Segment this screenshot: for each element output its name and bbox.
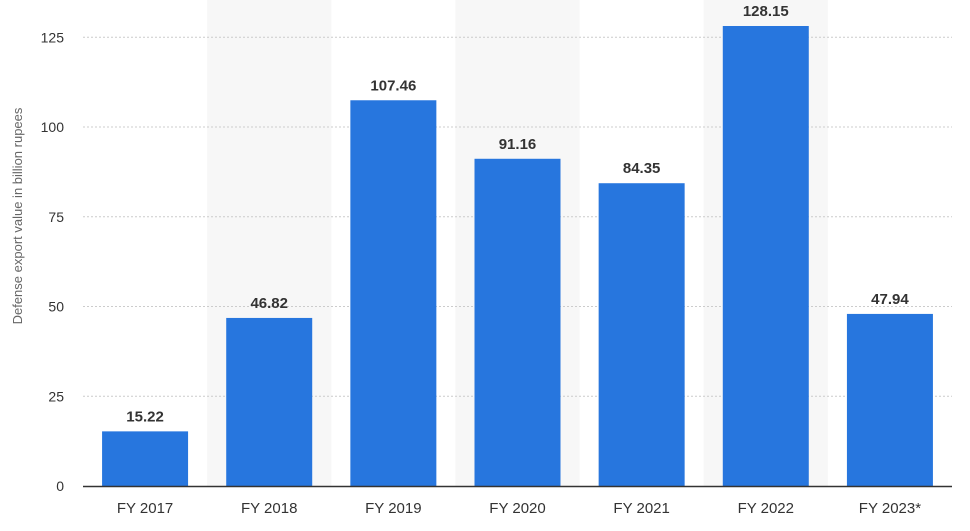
x-tick-label: FY 2021 <box>613 500 669 517</box>
bar <box>474 158 561 486</box>
y-tick-label: 125 <box>41 29 65 45</box>
y-tick-label: 0 <box>56 478 64 494</box>
x-tick-label: FY 2018 <box>241 500 297 517</box>
y-tick-label: 50 <box>48 299 64 315</box>
bar <box>102 431 189 486</box>
value-label: 15.22 <box>126 408 164 425</box>
bar <box>598 183 685 487</box>
value-label: 91.16 <box>499 136 537 153</box>
x-tick-label: FY 2023* <box>859 500 921 517</box>
x-tick-label: FY 2022 <box>738 500 794 517</box>
value-label: 46.82 <box>250 295 288 312</box>
bar <box>226 317 313 486</box>
bar <box>722 26 809 486</box>
bars <box>102 26 933 487</box>
y-tick-label: 75 <box>48 209 64 225</box>
bar <box>350 100 437 487</box>
y-tick-label: 100 <box>41 119 65 135</box>
x-tick-label: FY 2017 <box>117 500 173 517</box>
x-tick-label: FY 2020 <box>489 500 545 517</box>
value-label: 107.46 <box>370 77 416 94</box>
bar <box>846 313 933 486</box>
y-axis-ticks: 0 25 50 75 100 125 <box>41 29 65 494</box>
y-tick-label: 25 <box>48 388 64 404</box>
value-label: 128.15 <box>743 3 789 20</box>
y-axis-title: Defense export value in billion rupees <box>10 107 25 324</box>
value-label: 84.35 <box>623 160 661 177</box>
value-labels: 15.22 46.82 107.46 91.16 84.35 128.15 47.94 <box>126 3 909 425</box>
value-label: 47.94 <box>871 291 909 308</box>
x-tick-label: FY 2019 <box>365 500 421 517</box>
x-axis-ticks: FY 2017 FY 2018 FY 2019 FY 2020 FY 2021 FY 20… <box>117 500 921 517</box>
